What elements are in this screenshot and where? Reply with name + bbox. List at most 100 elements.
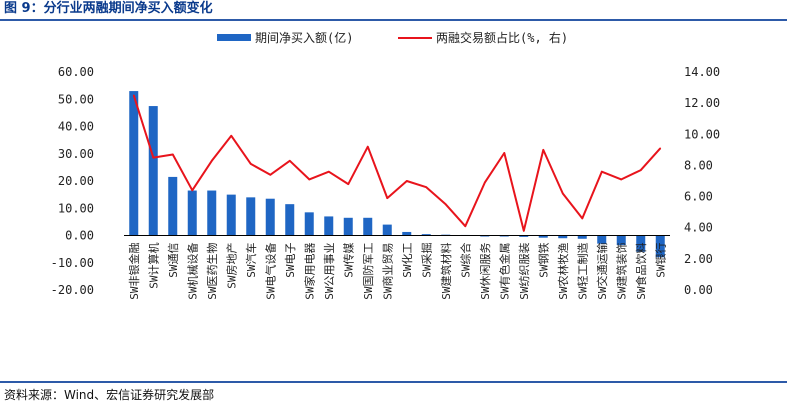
category-label: SW房地产 <box>224 243 238 289</box>
category-label: SW医药生物 <box>205 243 219 300</box>
line-point <box>386 197 389 199</box>
category-label: SW商业贸易 <box>380 243 394 300</box>
bar <box>577 235 587 239</box>
right-tick-label: 10.00 <box>684 127 720 141</box>
line-point <box>405 180 408 182</box>
left-tick-label: 10.00 <box>58 201 94 215</box>
left-tick-label: 30.00 <box>58 147 94 161</box>
line-point <box>347 183 350 185</box>
source-note: 资料来源：Wind、宏信证券研究发展部 <box>4 388 215 402</box>
line-series <box>132 94 662 232</box>
bar <box>246 197 256 236</box>
line-point <box>483 181 486 184</box>
bar <box>265 198 275 236</box>
line-point <box>191 189 194 192</box>
category-label: SW非银金融 <box>127 243 141 300</box>
line-point <box>522 230 525 232</box>
left-tick-label: -10.00 <box>51 256 94 270</box>
bottom-rule <box>0 381 787 383</box>
bar <box>421 234 431 236</box>
line-point <box>542 149 545 151</box>
line-point <box>210 159 213 162</box>
line-path <box>132 95 662 232</box>
right-tick-label: 2.00 <box>684 252 713 266</box>
right-tick-label: 6.00 <box>684 190 713 204</box>
category-label: SW交通运输 <box>595 243 609 300</box>
line-point <box>269 173 272 176</box>
bar-series <box>129 91 665 258</box>
line-point <box>581 217 584 220</box>
bar <box>538 235 548 238</box>
category-label: SW国防军工 <box>361 243 375 300</box>
line-point <box>152 156 155 159</box>
bar <box>616 235 626 246</box>
left-tick-label: -20.00 <box>51 283 94 297</box>
legend-bar-label: 期间净买入额(亿) <box>255 30 353 45</box>
line-point <box>620 178 623 181</box>
bar <box>148 106 158 236</box>
category-label: SW化工 <box>400 243 414 278</box>
line-point <box>639 169 642 171</box>
left-tick-label: 0.00 <box>65 229 94 243</box>
category-label: SW建筑材料 <box>439 243 453 300</box>
bar <box>324 216 334 236</box>
left-tick-label: 50.00 <box>58 92 94 106</box>
bar <box>285 204 295 236</box>
category-label: SW建筑装饰 <box>614 243 628 300</box>
category-label: SW银行 <box>653 243 667 278</box>
category-label: SW家用电器 <box>302 243 316 300</box>
top-rule <box>0 19 787 21</box>
bar <box>597 235 607 244</box>
line-point <box>600 170 603 173</box>
chart: 期间净买入额(亿) 两融交易额占比(%, 右) 60.00 50.00 40.00 3… <box>51 30 720 300</box>
category-labels: SW非银金融 SW计算机 SW通信 SW机械设备 SW医药生物 SW房地产 SW汽车 SW电气… <box>127 243 668 300</box>
line-point <box>132 94 135 97</box>
left-tick-label: 20.00 <box>58 174 94 188</box>
line-point <box>171 153 174 156</box>
category-label: SW通信 <box>167 243 180 278</box>
category-label: SW传媒 <box>342 243 355 278</box>
category-label: SW轻工制造 <box>575 243 589 300</box>
bar <box>187 190 197 236</box>
bar <box>168 176 178 236</box>
category-label: SW电气设备 <box>263 243 277 300</box>
category-label: SW食品饮料 <box>634 243 648 300</box>
category-label: SW农林牧渔 <box>556 243 570 300</box>
line-point <box>308 178 311 181</box>
right-tick-label: 8.00 <box>684 158 713 172</box>
category-label: SW机械设备 <box>185 243 199 300</box>
right-tick-label: 12.00 <box>684 96 720 110</box>
line-point <box>249 163 252 165</box>
left-axis: 60.00 50.00 40.00 30.00 20.00 10.00 0.00 -10.00… <box>51 65 94 297</box>
line-point <box>444 203 447 206</box>
bar <box>129 91 139 236</box>
bar <box>226 194 236 236</box>
category-label: SW计算机 <box>146 243 160 289</box>
right-axis: 14.00 12.00 10.00 8.00 6.00 4.00 2.00 0.00 <box>684 65 720 297</box>
legend-line-label: 两融交易额占比(%, 右) <box>436 30 568 45</box>
line-point <box>659 147 662 150</box>
bar <box>558 235 568 239</box>
category-label: SW综合 <box>458 243 472 278</box>
left-tick-label: 40.00 <box>58 120 94 134</box>
right-tick-label: 14.00 <box>684 65 720 79</box>
category-label: SW钢铁 <box>537 243 550 278</box>
category-label: SW公用事业 <box>323 243 336 300</box>
category-label: SW有色金属 <box>497 243 511 300</box>
line-point <box>288 159 291 162</box>
figure-title: 图 9：分行业两融期间净买入额变化 <box>4 1 213 16</box>
bar <box>207 190 217 236</box>
right-tick-label: 0.00 <box>684 283 713 297</box>
bar <box>382 224 392 236</box>
bar <box>304 212 314 236</box>
bar <box>636 235 646 252</box>
line-point <box>425 186 428 189</box>
category-label: SW采掘 <box>419 243 433 278</box>
category-label: SW休闲服务 <box>478 243 492 300</box>
category-label: SW电子 <box>284 243 297 278</box>
bar <box>343 217 353 236</box>
legend-bar-swatch <box>217 34 251 41</box>
legend: 期间净买入额(亿) 两融交易额占比(%, 右) <box>217 30 568 45</box>
line-point <box>230 135 233 137</box>
bar <box>402 231 412 236</box>
